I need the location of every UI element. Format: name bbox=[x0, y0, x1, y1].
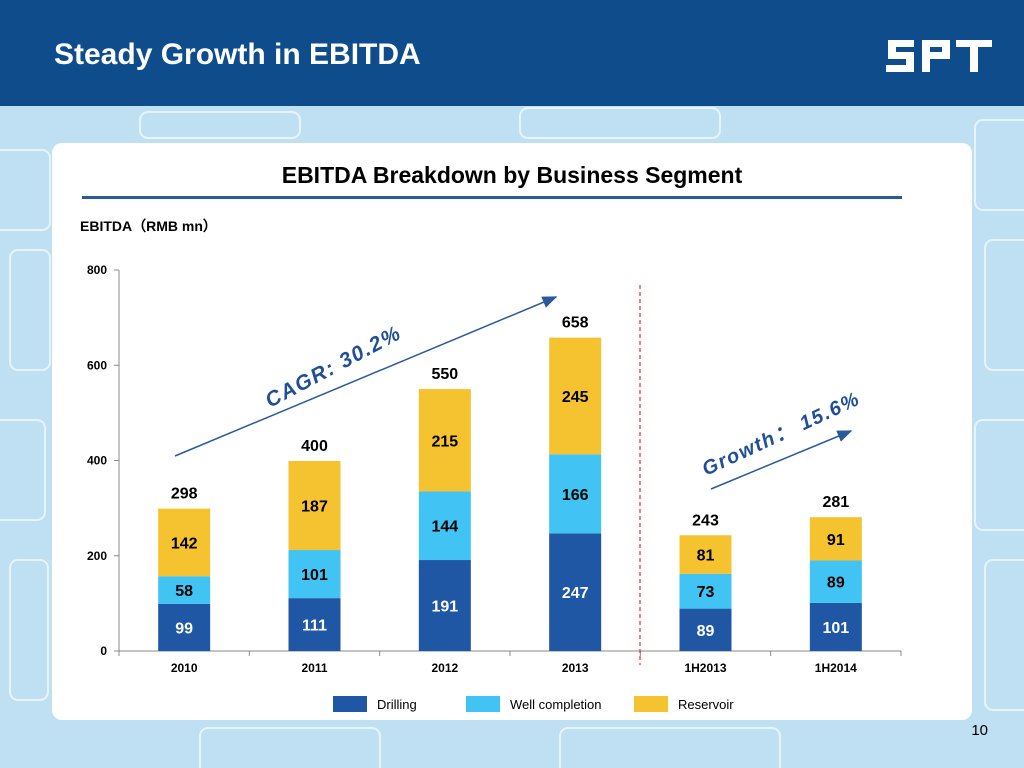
cagr-annotation: CAGR: 30.2% bbox=[262, 321, 406, 412]
total-label: 550 bbox=[431, 366, 458, 383]
bar-segment bbox=[418, 491, 471, 561]
bar-segment bbox=[809, 560, 862, 603]
legend-item-reservoir: Reservoir bbox=[634, 696, 734, 712]
legend-item-drilling: Drilling bbox=[333, 696, 417, 712]
data-label: 81 bbox=[697, 548, 715, 565]
legend-label-well-completion: Well completion bbox=[510, 696, 602, 712]
x-tick-label: 1H2013 bbox=[684, 661, 726, 675]
total-label: 400 bbox=[301, 438, 328, 455]
y-tick-label: 800 bbox=[87, 263, 107, 277]
cagr-arrow bbox=[174, 296, 558, 457]
x-tick-label: 2010 bbox=[171, 661, 198, 675]
bar-segment bbox=[549, 533, 602, 651]
total-label: 658 bbox=[562, 315, 589, 332]
bar-segment bbox=[549, 454, 602, 534]
y-tick-label: 200 bbox=[87, 549, 107, 563]
data-label: 247 bbox=[562, 585, 589, 602]
bar-segment bbox=[158, 603, 211, 651]
x-tick-label: 2011 bbox=[301, 661, 327, 675]
legend-swatch-drilling bbox=[333, 696, 367, 712]
growth-annotation: Growth： 15.6% bbox=[699, 388, 864, 481]
bar-segment bbox=[809, 602, 862, 651]
growth-arrow bbox=[710, 430, 853, 490]
legend-label-drilling: Drilling bbox=[377, 696, 417, 712]
x-tick-label: 2013 bbox=[562, 661, 589, 675]
bar-segment bbox=[679, 608, 732, 651]
y-tick-label: 0 bbox=[100, 644, 107, 658]
bar-segment bbox=[158, 508, 211, 577]
legend-swatch-well-completion bbox=[466, 696, 500, 712]
data-label: 89 bbox=[697, 623, 715, 640]
total-label: 298 bbox=[171, 486, 198, 503]
page-title: Steady Growth in EBITDA bbox=[54, 38, 421, 71]
y-axis-label: EBITDA（RMB mn） bbox=[80, 218, 217, 234]
spt-logo bbox=[886, 40, 992, 72]
bar-segment bbox=[418, 560, 471, 651]
data-label: 101 bbox=[822, 620, 849, 637]
bar-segment bbox=[288, 550, 341, 599]
legend-item-well-completion: Well completion bbox=[466, 696, 602, 712]
x-tick-label: 2012 bbox=[431, 661, 458, 675]
chart-legend: Drilling Well completion Reservoir bbox=[0, 696, 1024, 716]
legend-label-reservoir: Reservoir bbox=[678, 696, 734, 712]
y-tick-label: 400 bbox=[87, 454, 107, 468]
data-label: 215 bbox=[431, 433, 458, 450]
bar-segment bbox=[288, 598, 341, 651]
bar-segment bbox=[288, 460, 341, 551]
data-label: 245 bbox=[562, 389, 589, 406]
data-label: 191 bbox=[431, 599, 458, 616]
bar-segment bbox=[809, 517, 862, 561]
bar-segment bbox=[679, 535, 732, 574]
data-label: 99 bbox=[175, 620, 193, 637]
bar-segment bbox=[158, 576, 211, 604]
y-tick-label: 600 bbox=[87, 358, 107, 372]
chart-title: EBITDA Breakdown by Business Segment bbox=[281, 162, 743, 188]
bar-segment bbox=[549, 337, 602, 455]
data-label: 101 bbox=[301, 567, 328, 584]
data-label: 91 bbox=[827, 532, 845, 549]
legend-swatch-reservoir bbox=[634, 696, 668, 712]
data-label: 166 bbox=[562, 487, 589, 504]
data-label: 58 bbox=[175, 583, 193, 600]
total-label: 281 bbox=[822, 494, 849, 511]
bar-segment bbox=[679, 573, 732, 609]
bar-segment bbox=[418, 389, 471, 492]
title-underline bbox=[82, 196, 902, 199]
data-label: 73 bbox=[697, 584, 715, 601]
header-bar: Steady Growth in EBITDA bbox=[0, 0, 1024, 106]
x-tick-label: 1H2014 bbox=[815, 661, 857, 675]
data-label: 111 bbox=[302, 618, 327, 635]
data-label: 89 bbox=[827, 575, 845, 592]
total-label: 243 bbox=[692, 512, 719, 529]
page-number: 10 bbox=[971, 722, 988, 739]
data-label: 142 bbox=[171, 535, 198, 552]
data-label: 187 bbox=[301, 499, 328, 516]
data-label: 144 bbox=[431, 519, 458, 536]
